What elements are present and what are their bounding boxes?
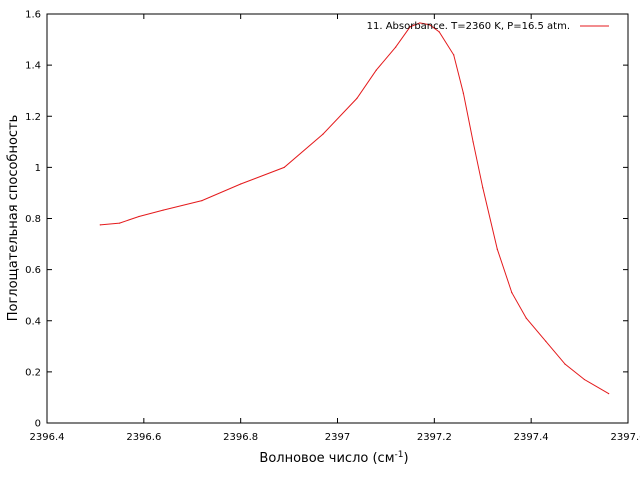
data-point	[472, 141, 473, 142]
y-tick-label: 0	[35, 419, 41, 430]
data-point	[322, 134, 323, 135]
data-point	[497, 249, 498, 250]
series-line	[100, 23, 608, 394]
data-point	[463, 93, 464, 94]
data-point	[201, 200, 202, 201]
legend: 11. Absorbance. T=2360 K, P=16.5 atm.	[367, 21, 609, 32]
x-tick-label: 2397.2	[417, 432, 452, 443]
series-layer	[100, 22, 610, 394]
data-point	[584, 379, 585, 380]
data-point	[119, 223, 120, 224]
legend-label: 11. Absorbance. T=2360 K, P=16.5 atm.	[367, 21, 570, 32]
data-point	[545, 341, 546, 342]
x-tick-label: 2396.8	[223, 432, 258, 443]
x-tick-label: 2397.6	[611, 432, 640, 443]
x-axis-label: Волновое число (см-1)	[259, 450, 408, 466]
x-tick-label: 2397	[325, 432, 350, 443]
data-point	[284, 167, 285, 168]
x-tick-label: 2396.6	[126, 432, 161, 443]
data-point	[526, 318, 527, 319]
y-tick-label: 0.6	[25, 265, 41, 276]
y-tick-label: 0.4	[25, 316, 41, 327]
data-point	[395, 47, 396, 48]
y-tick-label: 0.8	[25, 214, 41, 225]
y-tick-label: 1.2	[25, 112, 41, 123]
x-axis-label-close: )	[403, 451, 408, 466]
y-tick-label: 1	[35, 163, 41, 174]
data-point	[511, 292, 512, 293]
y-axis-label: Поглощательная способность	[6, 115, 21, 322]
data-point	[564, 364, 565, 365]
data-point	[163, 209, 164, 210]
data-point	[482, 187, 483, 188]
y-tick-label: 1.4	[25, 61, 41, 72]
y-tick-label: 0.2	[25, 367, 41, 378]
ticks-layer: 2396.4 2396.6 2396.8 2397 2397.2 2397.4 2397.6…	[25, 10, 640, 444]
x-tick-label: 2397.4	[514, 432, 549, 443]
data-point	[240, 183, 241, 184]
data-point	[100, 224, 101, 225]
x-tick-label: 2396.4	[30, 432, 65, 443]
y-tick-label: 1.6	[25, 10, 41, 21]
data-point	[356, 98, 357, 99]
data-point	[453, 54, 454, 55]
data-point	[608, 393, 609, 394]
data-point	[138, 216, 139, 217]
data-point	[376, 70, 377, 71]
x-axis-label-superscript: -1	[395, 450, 404, 460]
